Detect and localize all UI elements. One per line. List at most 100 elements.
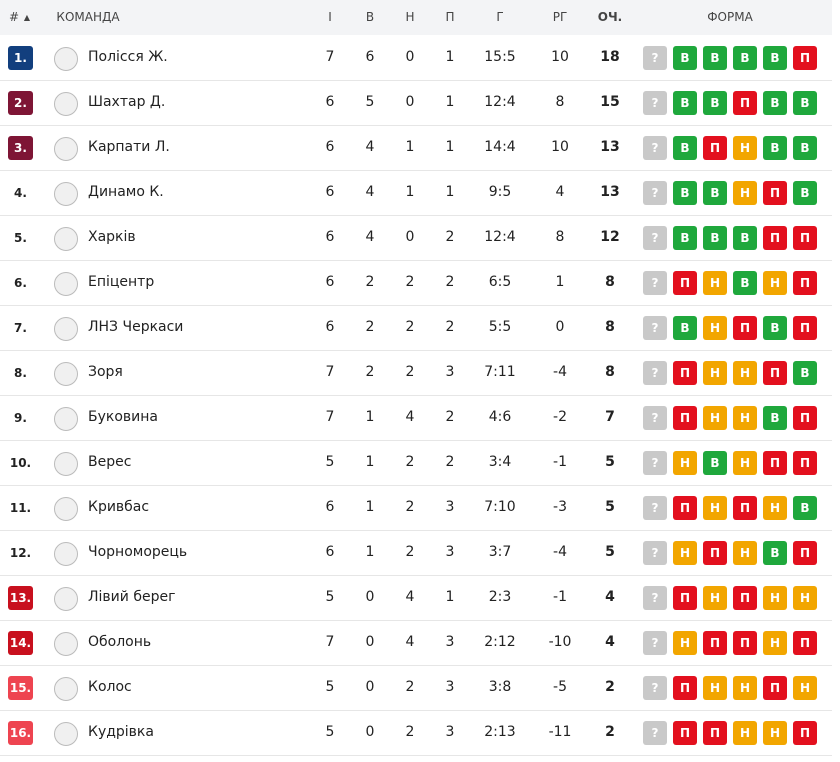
form-result[interactable]: В bbox=[763, 541, 787, 565]
form-result[interactable]: ? bbox=[643, 226, 667, 250]
form-result[interactable]: П bbox=[703, 541, 727, 565]
team-name[interactable]: Харків bbox=[88, 229, 136, 245]
form-result[interactable]: П bbox=[673, 496, 697, 520]
form-result[interactable]: Н bbox=[763, 586, 787, 610]
form-result[interactable]: Н bbox=[733, 406, 757, 430]
table-row[interactable]: 3. Карпати Л. 6 4 1 1 14:4 10 13? В П Н В В bbox=[0, 125, 832, 171]
form-result[interactable]: П bbox=[763, 361, 787, 385]
form-result[interactable]: В bbox=[793, 361, 817, 385]
team-name[interactable]: Шахтар Д. bbox=[88, 94, 166, 110]
table-row[interactable]: 16. Кудрівка 5 0 2 3 2:13 -11 2? П П Н Н П bbox=[0, 710, 832, 756]
form-result[interactable]: П bbox=[793, 46, 817, 70]
table-row[interactable]: 7. ЛНЗ Черкаси 6 2 2 2 5:5 0 8? В Н П В П bbox=[0, 305, 832, 351]
table-row[interactable]: 9. Буковина 7 1 4 2 4:6 -2 7? П Н Н В П bbox=[0, 395, 832, 441]
form-result[interactable]: ? bbox=[643, 721, 667, 745]
form-result[interactable]: ? bbox=[643, 181, 667, 205]
form-result[interactable]: ? bbox=[643, 586, 667, 610]
form-result[interactable]: П bbox=[793, 631, 817, 655]
header-cell[interactable]: # bbox=[8, 10, 20, 24]
form-result[interactable]: В bbox=[703, 46, 727, 70]
form-result[interactable]: Н bbox=[703, 271, 727, 295]
form-result[interactable]: П bbox=[763, 451, 787, 475]
form-result[interactable]: П bbox=[733, 631, 757, 655]
form-result[interactable]: ? bbox=[643, 361, 667, 385]
form-result[interactable]: Н bbox=[673, 631, 697, 655]
table-row[interactable]: 5. Харків 6 4 0 2 12:4 8 12? В В В П П bbox=[0, 215, 832, 261]
form-result[interactable]: ? bbox=[643, 631, 667, 655]
form-result[interactable]: В bbox=[793, 136, 817, 160]
form-result[interactable]: Н bbox=[733, 181, 757, 205]
form-result[interactable]: П bbox=[673, 586, 697, 610]
form-result[interactable]: ? bbox=[643, 91, 667, 115]
form-result[interactable]: П bbox=[673, 271, 697, 295]
form-result[interactable]: Н bbox=[763, 496, 787, 520]
form-result[interactable]: Н bbox=[703, 361, 727, 385]
header-cell[interactable]: ОЧ. bbox=[597, 10, 623, 24]
table-row[interactable]: 14. Оболонь 7 0 4 3 2:12 -10 4? Н П П Н П bbox=[0, 620, 832, 666]
header-cell[interactable]: Н bbox=[405, 10, 415, 24]
form-result[interactable]: В bbox=[673, 46, 697, 70]
form-result[interactable]: Н bbox=[673, 451, 697, 475]
table-row[interactable]: 13. Лівий берег 5 0 4 1 2:3 -1 4? П Н П Н Н bbox=[0, 575, 832, 621]
form-result[interactable]: Н bbox=[733, 541, 757, 565]
form-result[interactable]: Н bbox=[793, 676, 817, 700]
table-row[interactable]: 15. Колос 5 0 2 3 3:8 -5 2? П Н Н П Н bbox=[0, 665, 832, 711]
form-result[interactable]: В bbox=[673, 316, 697, 340]
form-result[interactable]: В bbox=[703, 226, 727, 250]
form-result[interactable]: В bbox=[673, 136, 697, 160]
form-result[interactable]: Н bbox=[703, 406, 727, 430]
header-cell[interactable]: В bbox=[365, 10, 375, 24]
form-result[interactable]: Н bbox=[763, 271, 787, 295]
form-result[interactable]: П bbox=[703, 136, 727, 160]
form-result[interactable]: В bbox=[733, 226, 757, 250]
form-result[interactable]: ? bbox=[643, 271, 667, 295]
form-result[interactable]: П bbox=[733, 91, 757, 115]
sort-icon[interactable]: ▲ bbox=[23, 13, 31, 22]
form-result[interactable]: ? bbox=[643, 676, 667, 700]
form-result[interactable]: П bbox=[793, 541, 817, 565]
header-cell[interactable]: Г bbox=[496, 10, 504, 24]
form-result[interactable]: В bbox=[763, 46, 787, 70]
form-result[interactable]: П bbox=[733, 316, 757, 340]
form-result[interactable]: Н bbox=[703, 586, 727, 610]
form-result[interactable]: ? bbox=[643, 541, 667, 565]
header-cell[interactable]: І bbox=[328, 10, 332, 24]
form-result[interactable]: П bbox=[793, 451, 817, 475]
form-result[interactable]: П bbox=[763, 181, 787, 205]
form-result[interactable]: В bbox=[703, 181, 727, 205]
form-result[interactable]: Н bbox=[733, 451, 757, 475]
team-name[interactable]: ЛНЗ Черкаси bbox=[88, 319, 184, 335]
team-name[interactable]: Кудрівка bbox=[88, 724, 154, 740]
form-result[interactable]: В bbox=[763, 406, 787, 430]
form-result[interactable]: ? bbox=[643, 136, 667, 160]
form-result[interactable]: П bbox=[763, 676, 787, 700]
form-result[interactable]: В bbox=[763, 316, 787, 340]
form-result[interactable]: В bbox=[733, 46, 757, 70]
table-row[interactable]: 2. Шахтар Д. 6 5 0 1 12:4 8 15? В В П В В bbox=[0, 80, 832, 126]
form-result[interactable]: П bbox=[763, 226, 787, 250]
form-result[interactable]: В bbox=[703, 91, 727, 115]
form-result[interactable]: П bbox=[733, 496, 757, 520]
form-result[interactable]: Н bbox=[673, 541, 697, 565]
header-cell[interactable]: РГ bbox=[552, 10, 568, 24]
form-result[interactable]: Н bbox=[793, 586, 817, 610]
table-row[interactable]: 1. Полісся Ж. 7 6 0 1 15:5 10 18? В В В В П bbox=[0, 35, 832, 81]
form-result[interactable]: ? bbox=[643, 316, 667, 340]
form-result[interactable]: Н bbox=[733, 136, 757, 160]
team-name[interactable]: Карпати Л. bbox=[88, 139, 170, 155]
form-result[interactable]: П bbox=[793, 316, 817, 340]
form-result[interactable]: Н bbox=[703, 496, 727, 520]
team-name[interactable]: Лівий берег bbox=[88, 589, 176, 605]
form-result[interactable]: П bbox=[703, 631, 727, 655]
form-result[interactable]: В bbox=[673, 226, 697, 250]
form-result[interactable]: П bbox=[793, 271, 817, 295]
team-name[interactable]: Верес bbox=[88, 454, 132, 470]
table-row[interactable]: 10. Верес 5 1 2 2 3:4 -1 5? Н В Н П П bbox=[0, 440, 832, 486]
team-name[interactable]: Оболонь bbox=[88, 634, 152, 650]
form-result[interactable]: П bbox=[733, 586, 757, 610]
form-result[interactable]: В bbox=[763, 136, 787, 160]
form-result[interactable]: П bbox=[673, 721, 697, 745]
table-row[interactable]: 4. Динамо К. 6 4 1 1 9:5 4 13? В В Н П В bbox=[0, 170, 832, 216]
header-cell[interactable]: КОМАНДА bbox=[56, 10, 120, 24]
table-row[interactable]: 8. Зоря 7 2 2 3 7:11 -4 8? П Н Н П В bbox=[0, 350, 832, 396]
